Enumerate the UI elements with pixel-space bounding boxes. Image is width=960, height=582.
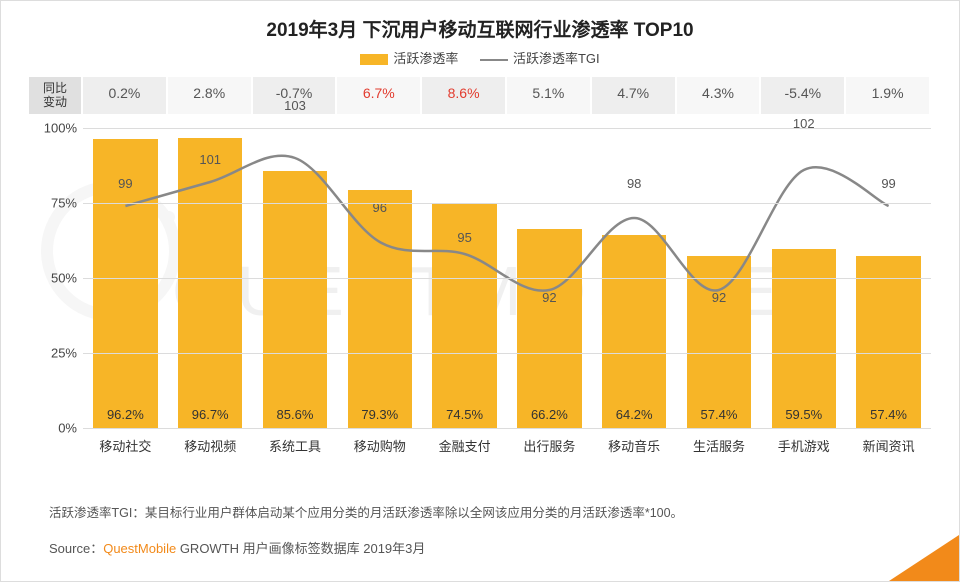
delta-row: 同比 变动 0.2%2.8%-0.7%6.7%8.6%5.1%4.7%4.3%-… — [29, 77, 931, 114]
x-tick-label: 手机游戏 — [761, 428, 846, 458]
chart-area: 96.2%9996.7%10185.6%10379.3%9674.5%9566.… — [29, 128, 931, 458]
delta-cell: 0.2% — [83, 77, 168, 114]
source-brand: QuestMobile — [103, 541, 176, 556]
delta-row-label: 同比 变动 — [29, 77, 83, 114]
x-tick-label: 金融支付 — [422, 428, 507, 458]
y-tick-label: 25% — [29, 345, 77, 360]
legend-line-swatch — [480, 59, 508, 61]
legend: 活跃渗透率 活跃渗透率TGI — [1, 48, 959, 67]
chart-container: QUESTMOBILE 2019年3月 下沉用户移动互联网行业渗透率 TOP10… — [0, 0, 960, 582]
y-tick-label: 75% — [29, 195, 77, 210]
x-tick-label: 移动音乐 — [592, 428, 677, 458]
footnote-source: Source：QuestMobile GROWTH 用户画像标签数据库 2019… — [49, 538, 425, 557]
x-tick-label: 移动购物 — [337, 428, 422, 458]
x-tick-label: 生活服务 — [677, 428, 762, 458]
footnote-tgi: 活跃渗透率TGI：某目标行业用户群体启动某个应用分类的月活跃渗透率除以全网该应用… — [49, 502, 683, 521]
y-tick-label: 100% — [29, 120, 77, 135]
delta-cell: 1.9% — [846, 77, 931, 114]
x-tick-label: 系统工具 — [253, 428, 338, 458]
y-tick-label: 0% — [29, 420, 77, 435]
delta-cell: 2.8% — [168, 77, 253, 114]
delta-cell: 8.6% — [422, 77, 507, 114]
delta-cell: -5.4% — [761, 77, 846, 114]
plot-area: 96.2%9996.7%10185.6%10379.3%9674.5%9566.… — [83, 128, 931, 428]
x-axis: 移动社交移动视频系统工具移动购物金融支付出行服务移动音乐生活服务手机游戏新闻资讯 — [83, 428, 931, 458]
x-tick-label: 移动视频 — [168, 428, 253, 458]
tgi-label: 103 — [253, 98, 338, 113]
corner-accent — [889, 535, 959, 581]
x-tick-label: 移动社交 — [83, 428, 168, 458]
chart-title: 2019年3月 下沉用户移动互联网行业渗透率 TOP10 — [1, 1, 959, 42]
x-tick-label: 新闻资讯 — [846, 428, 931, 458]
x-tick-label: 出行服务 — [507, 428, 592, 458]
y-tick-label: 50% — [29, 270, 77, 285]
delta-cell: 4.3% — [677, 77, 762, 114]
delta-cell: 6.7% — [337, 77, 422, 114]
legend-line-label: 活跃渗透率TGI — [513, 51, 600, 66]
delta-cell: 4.7% — [592, 77, 677, 114]
legend-bar-label: 活跃渗透率 — [393, 51, 458, 66]
legend-bar-swatch — [360, 54, 388, 65]
delta-cell: 5.1% — [507, 77, 592, 114]
